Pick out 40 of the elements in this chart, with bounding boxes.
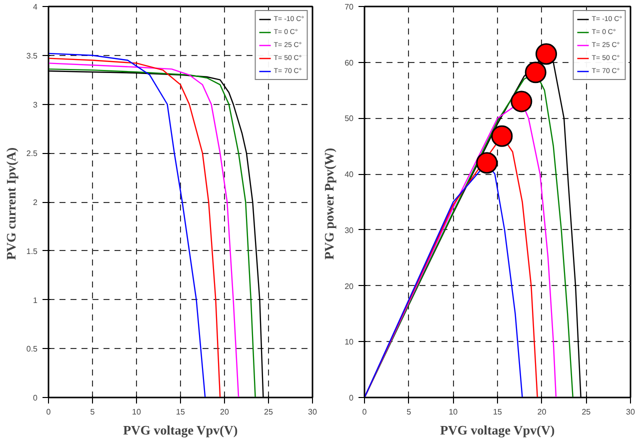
x-tick-label: 5: [406, 408, 412, 416]
x-tick-label: 30: [308, 408, 318, 416]
y-tick-label: 2: [33, 198, 38, 207]
x-tick-label: 5: [90, 408, 96, 416]
point: [476, 152, 498, 174]
y-axis-title: PVG power Ppv(W): [322, 148, 337, 260]
y-tick-label: 0.5: [26, 344, 38, 354]
x-tick-label: 15: [493, 408, 502, 416]
y-tick-label: 0: [349, 394, 354, 402]
y-tick-label: 1: [33, 296, 38, 305]
y-tick-label: 70: [344, 2, 354, 12]
x-tick-label: 20: [220, 408, 230, 416]
x-tick-label: 0: [362, 408, 368, 416]
x-tick-label: 0: [46, 408, 52, 416]
point: [491, 125, 513, 147]
point: [536, 43, 558, 65]
x-tick-label: 25: [264, 408, 274, 416]
x-tick-label: 20: [537, 408, 547, 416]
y-tick-label: 3.5: [26, 51, 38, 60]
x-tick-label: 25: [582, 408, 592, 416]
y-tick-label: 0: [33, 394, 38, 402]
y-tick-label: 3: [33, 100, 38, 110]
point: [510, 90, 532, 112]
y-tick-label: 50: [344, 114, 354, 124]
x-tick-label: 15: [176, 408, 186, 416]
y-tick-label: 20: [344, 282, 354, 291]
y-tick-label: 2.5: [26, 149, 38, 158]
x-tick-label: 30: [626, 408, 636, 416]
y-axis-title: PVG current Ipv(A): [3, 147, 18, 260]
x-tick-label: 10: [132, 408, 142, 416]
y-tick-label: 60: [344, 58, 354, 68]
x-axis-title: PVG voltage Vpv(V): [440, 422, 555, 438]
y-tick-label: 10: [344, 338, 354, 347]
y-tick-label: 40: [344, 170, 354, 180]
y-tick-label: 1.5: [26, 246, 38, 256]
x-tick-label: 10: [448, 408, 458, 416]
y-tick-label: 4: [33, 2, 38, 12]
y-tick-label: 30: [344, 226, 354, 235]
point: [524, 62, 546, 84]
x-axis-title: PVG voltage Vpv(V): [123, 422, 238, 438]
